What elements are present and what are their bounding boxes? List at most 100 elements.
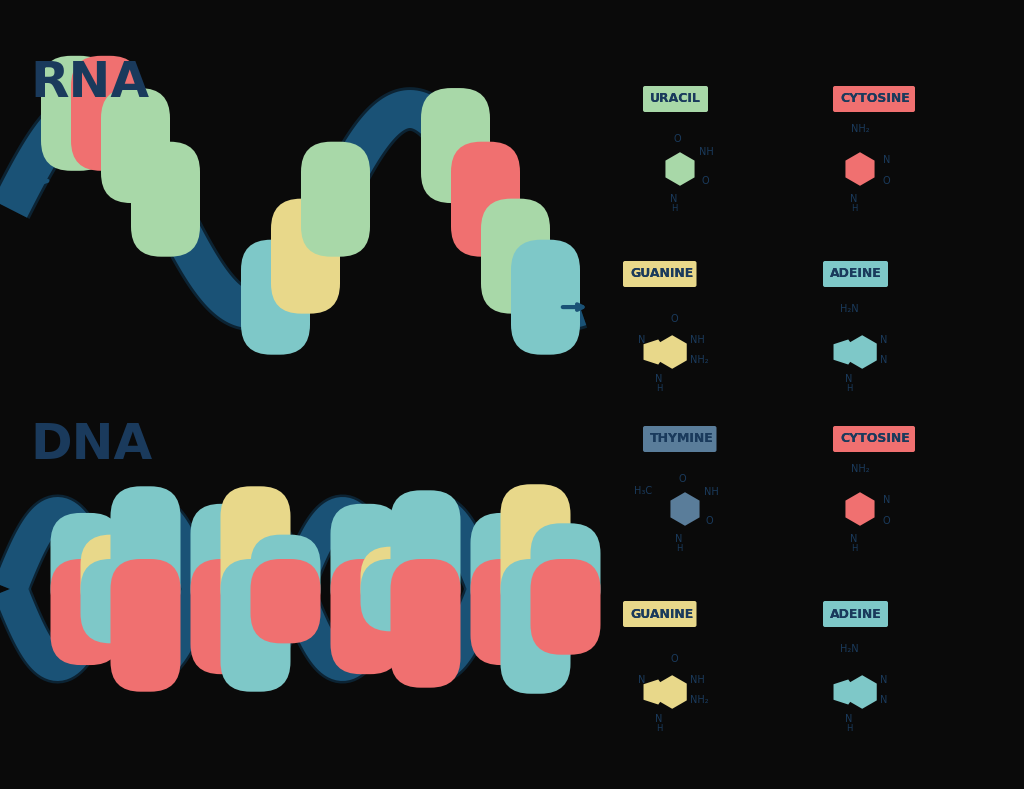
Text: THYMINE: THYMINE [650, 432, 714, 446]
Polygon shape [0, 497, 596, 681]
Text: H: H [846, 724, 852, 733]
Polygon shape [643, 679, 668, 705]
Text: NH: NH [690, 675, 705, 685]
FancyBboxPatch shape [623, 261, 696, 287]
Text: N: N [850, 194, 858, 204]
Text: ADEINE: ADEINE [830, 267, 882, 281]
Polygon shape [0, 495, 598, 683]
Text: CYTOSINE: CYTOSINE [840, 432, 909, 446]
Polygon shape [666, 152, 694, 185]
Text: GUANINE: GUANINE [630, 608, 693, 620]
FancyBboxPatch shape [81, 559, 151, 643]
FancyBboxPatch shape [501, 484, 570, 619]
Polygon shape [834, 339, 857, 365]
FancyBboxPatch shape [360, 547, 430, 619]
Polygon shape [0, 90, 586, 328]
Polygon shape [671, 492, 699, 525]
Text: RNA: RNA [30, 59, 150, 107]
FancyBboxPatch shape [81, 535, 151, 619]
Text: O: O [670, 654, 678, 664]
Text: CYTOSINE: CYTOSINE [840, 432, 909, 446]
Text: DNA: DNA [30, 421, 153, 469]
Text: N: N [846, 374, 853, 384]
Text: O: O [706, 516, 714, 526]
Text: NH: NH [699, 148, 714, 157]
FancyBboxPatch shape [101, 88, 170, 203]
Text: H: H [655, 724, 663, 733]
FancyBboxPatch shape [50, 559, 121, 665]
FancyBboxPatch shape [190, 504, 260, 619]
FancyBboxPatch shape [220, 559, 291, 692]
Text: GUANINE: GUANINE [630, 608, 693, 620]
Text: N: N [850, 534, 858, 544]
Polygon shape [0, 495, 598, 683]
Text: N: N [671, 194, 678, 204]
FancyBboxPatch shape [251, 559, 321, 643]
FancyBboxPatch shape [451, 142, 520, 256]
Text: N: N [638, 335, 645, 345]
FancyBboxPatch shape [823, 601, 888, 627]
Text: H: H [671, 204, 677, 213]
Text: N: N [675, 534, 683, 544]
Text: N: N [881, 695, 888, 705]
Text: NH₂: NH₂ [690, 355, 709, 365]
Text: N: N [655, 714, 663, 724]
Text: GUANINE: GUANINE [630, 267, 693, 281]
Text: H₃C: H₃C [634, 486, 652, 496]
Text: N: N [846, 714, 853, 724]
Text: N: N [883, 155, 890, 165]
Polygon shape [848, 675, 877, 709]
Polygon shape [0, 87, 587, 331]
Text: O: O [701, 176, 709, 186]
Text: N: N [881, 355, 888, 365]
Text: NH₂: NH₂ [690, 695, 709, 705]
Text: ADEINE: ADEINE [830, 608, 882, 620]
FancyBboxPatch shape [390, 490, 461, 619]
Text: ADEINE: ADEINE [830, 267, 882, 281]
FancyBboxPatch shape [331, 504, 400, 619]
Text: N: N [881, 675, 888, 685]
Text: O: O [670, 314, 678, 323]
Text: H₂N: H₂N [840, 644, 858, 654]
Text: O: O [678, 474, 686, 484]
Text: NH: NH [705, 487, 719, 497]
FancyBboxPatch shape [220, 486, 291, 619]
FancyBboxPatch shape [360, 559, 430, 631]
FancyBboxPatch shape [251, 535, 321, 619]
FancyBboxPatch shape [530, 523, 600, 619]
FancyBboxPatch shape [50, 513, 121, 619]
Text: NH₂: NH₂ [851, 464, 869, 474]
Text: H: H [851, 544, 857, 553]
Text: H: H [851, 204, 857, 213]
FancyBboxPatch shape [470, 559, 541, 665]
Text: H: H [676, 544, 682, 553]
Polygon shape [0, 497, 596, 681]
Text: H₂N: H₂N [840, 305, 858, 314]
FancyBboxPatch shape [833, 86, 915, 112]
Polygon shape [846, 492, 874, 525]
FancyBboxPatch shape [511, 240, 580, 355]
FancyBboxPatch shape [111, 486, 180, 619]
FancyBboxPatch shape [390, 559, 461, 688]
FancyBboxPatch shape [643, 86, 708, 112]
Text: O: O [883, 176, 891, 186]
FancyBboxPatch shape [501, 559, 570, 694]
FancyBboxPatch shape [190, 559, 260, 674]
FancyBboxPatch shape [241, 240, 310, 355]
FancyBboxPatch shape [71, 56, 140, 170]
FancyBboxPatch shape [481, 199, 550, 314]
Text: O: O [673, 134, 681, 144]
Text: GUANINE: GUANINE [630, 267, 693, 281]
FancyBboxPatch shape [833, 426, 915, 452]
Text: NH₂: NH₂ [851, 124, 869, 134]
Text: H: H [655, 383, 663, 393]
Text: URACIL: URACIL [650, 92, 700, 106]
FancyBboxPatch shape [470, 513, 541, 619]
Text: THYMINE: THYMINE [650, 432, 714, 446]
Polygon shape [657, 335, 687, 368]
Text: N: N [881, 335, 888, 345]
Text: ADEINE: ADEINE [830, 608, 882, 620]
FancyBboxPatch shape [421, 88, 490, 203]
FancyBboxPatch shape [823, 261, 888, 287]
FancyBboxPatch shape [530, 559, 600, 655]
